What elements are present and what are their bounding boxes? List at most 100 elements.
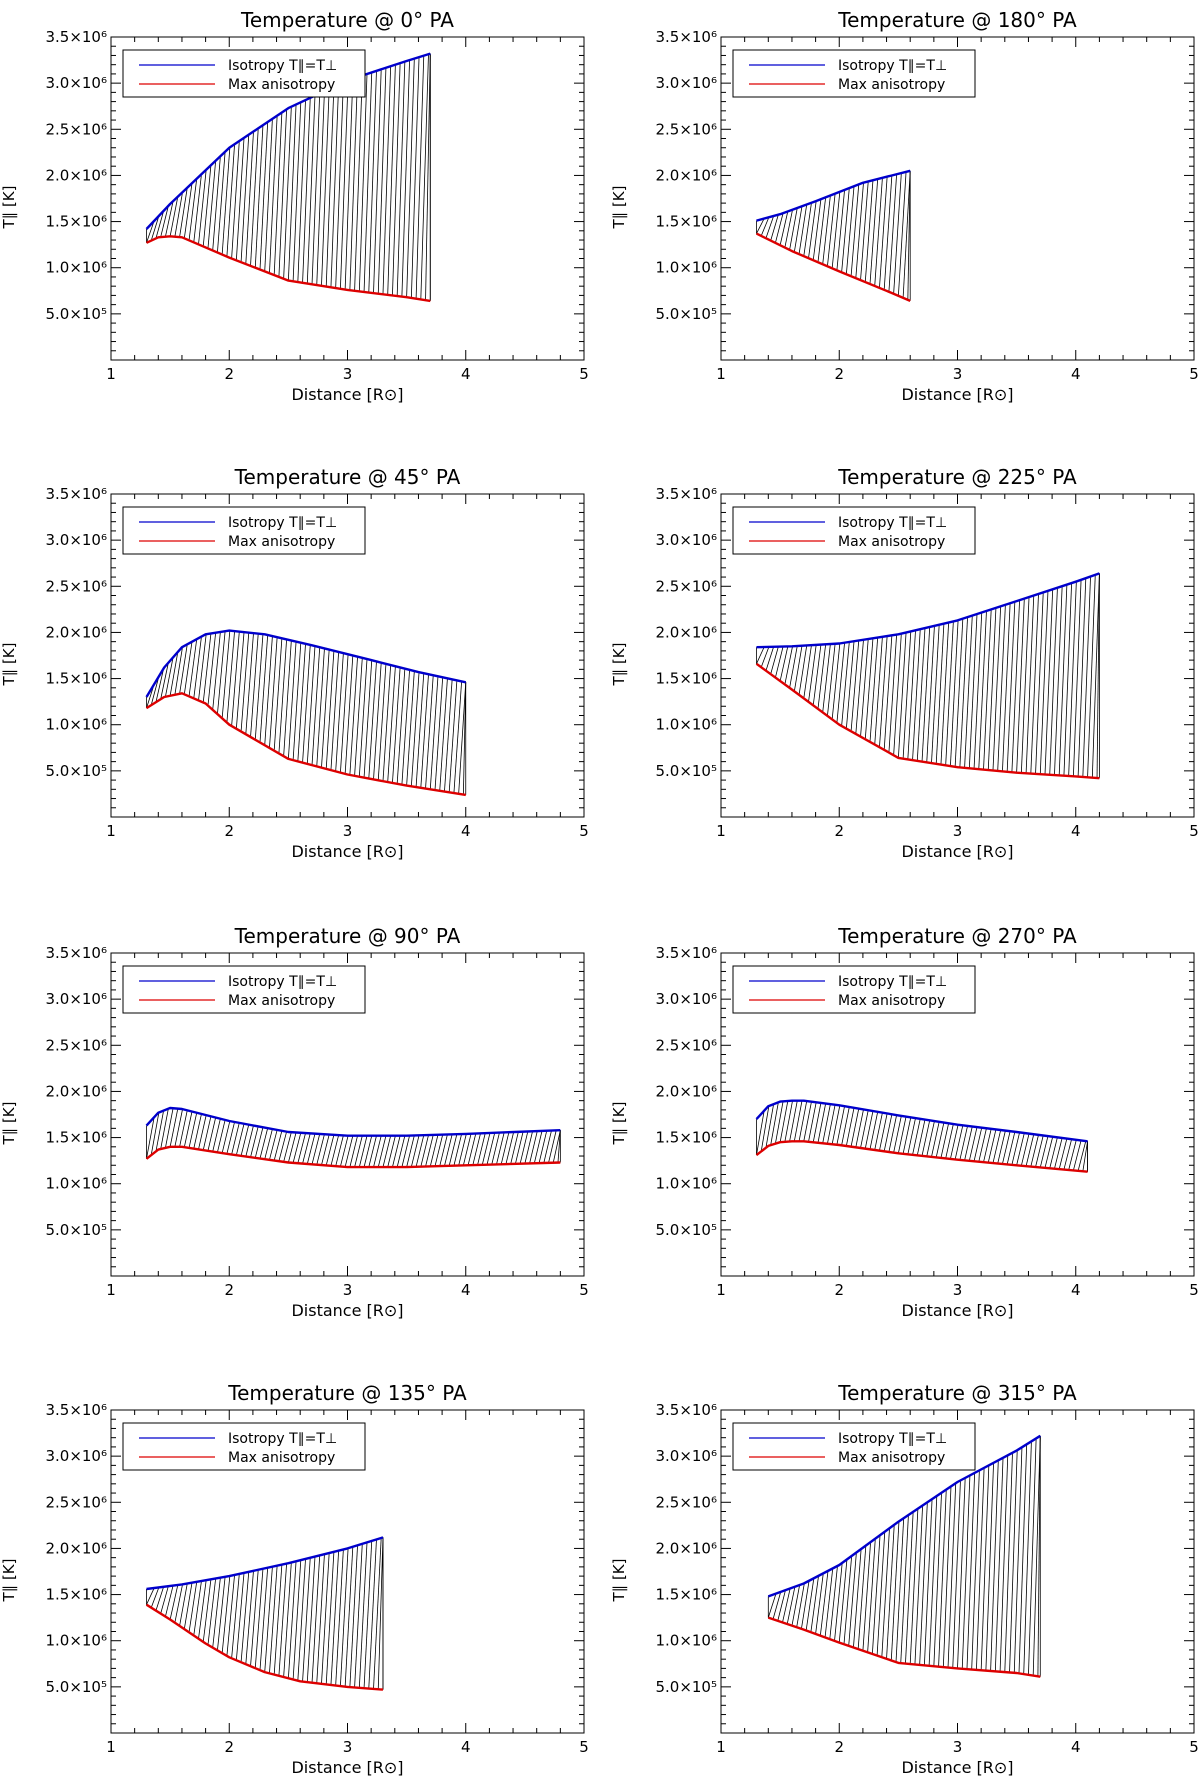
chart-panel: Temperature @ 225° PA 1 2 3 4 5 5.0×10⁵ 1.0×10⁶… [610,465,1199,861]
hatch-line [1077,1140,1087,1171]
hatch-line [240,1124,250,1156]
hatch-line [845,186,855,275]
hatch-line [250,633,259,738]
hatch-line [1082,1141,1088,1172]
x-axis-label: Distance [R⊙] [291,385,403,404]
hatch-line [886,1524,895,1659]
hatch-line [940,1123,950,1158]
hatched-band [767,1435,1041,1677]
hatch-line [928,1495,938,1666]
y-tick-label: 3.0×10⁶ [655,74,717,92]
hatch-line [888,174,898,292]
hatch-line [311,647,321,766]
hatch-line [306,1133,316,1165]
hatch-line [264,118,273,272]
isotropy-series-line [767,1434,1041,1598]
hatch-line [212,631,221,710]
y-tick-label: 1.5×10⁶ [45,1129,107,1147]
hatch-line [968,614,978,769]
hatch-line [240,632,250,732]
hatch-line [335,1135,344,1167]
hatch-line [269,115,278,274]
hatch-line [869,179,879,285]
y-tick-label: 5.0×10⁵ [45,305,107,323]
hatch-line [217,151,226,253]
y-tick-label: 1.0×10⁶ [655,716,717,734]
hatch-line [169,196,179,237]
hatch-line [373,1537,382,1689]
hatched-band [756,170,911,301]
hatch-line [1072,1140,1082,1171]
hatch-line [382,665,392,782]
hatch-line [848,1552,857,1646]
hatch-line [354,75,363,291]
hatch-line [959,1125,968,1161]
hatch-line [791,1584,801,1626]
hatch-line [883,1114,893,1152]
isotropy-series-line [756,572,1100,649]
hatch-line [836,1106,845,1145]
y-tick-label: 1.0×10⁶ [45,259,107,277]
hatch-line [990,1460,999,1671]
hatch-line [368,1135,377,1168]
hatch-line [1020,596,1030,774]
hatch-line [950,1124,959,1160]
hatch-line [940,622,950,765]
chart-title: Temperature @ 0° PA [240,8,454,32]
hatch-line [198,1580,207,1639]
hatch-line [207,1578,217,1645]
legend-box [122,506,366,555]
y-tick-label: 1.5×10⁶ [655,1129,717,1147]
hatch-line [349,656,358,776]
hatch-line [212,156,221,251]
hatch-line [444,679,453,792]
hatch-line [978,610,987,770]
hatch-line [193,636,202,699]
legend-label: Max anisotropy [838,993,945,1009]
hatch-line [188,639,198,697]
chart-panel: Temperature @ 45° PA 1 2 3 4 5 5.0×10⁵ 1.0×10⁶ 1… [0,465,589,861]
hatch-line [1030,1134,1039,1167]
hatch-line [425,1134,434,1167]
hatch-line [983,1128,992,1163]
hatch-line [382,66,392,295]
y-tick-label: 3.0×10⁶ [655,531,717,549]
hatch-line [1058,584,1068,776]
hatch-line [160,662,169,700]
hatch-line [767,1593,777,1618]
hatch-line [822,643,831,713]
hatch-line [529,1130,538,1164]
x-tick-label: 3 [953,365,963,383]
legend: Isotropy T∥=T⊥ Max anisotropy [732,1422,976,1471]
hatch-line [486,1132,496,1165]
hatch-line [410,1135,420,1168]
legend-box [732,1422,976,1471]
hatch-line [843,1555,853,1645]
hatch-line [340,1548,349,1687]
x-axis-label: Distance [R⊙] [901,842,1013,861]
isotropy-series-line [146,1536,384,1591]
hatch-line [895,1518,905,1663]
hatch-line [808,644,817,702]
y-tick-label: 3.5×10⁶ [45,944,107,962]
hatch-line [254,1127,264,1158]
y-tick-label: 5.0×10⁵ [655,1678,717,1696]
hatch-line [779,1100,789,1143]
hatch-line [340,654,349,773]
hatch-line [1016,1132,1025,1166]
hatched-band [756,1100,1088,1172]
hatch-line [777,1590,786,1621]
hatch-line [292,1132,302,1163]
hatch-line [283,1132,292,1162]
hatch-line [1068,1139,1077,1171]
hatch-line [959,617,968,768]
x-axis-label: Distance [R⊙] [291,1758,403,1777]
legend-box [122,965,366,1014]
hatch-line [964,1126,973,1161]
chart-title: Temperature @ 135° PA [227,1381,467,1405]
hatch-line [793,645,803,692]
hatch-line [212,1118,221,1152]
hatch-line [491,1132,500,1165]
hatch-line [1006,1131,1016,1165]
hatch-line [259,634,269,743]
